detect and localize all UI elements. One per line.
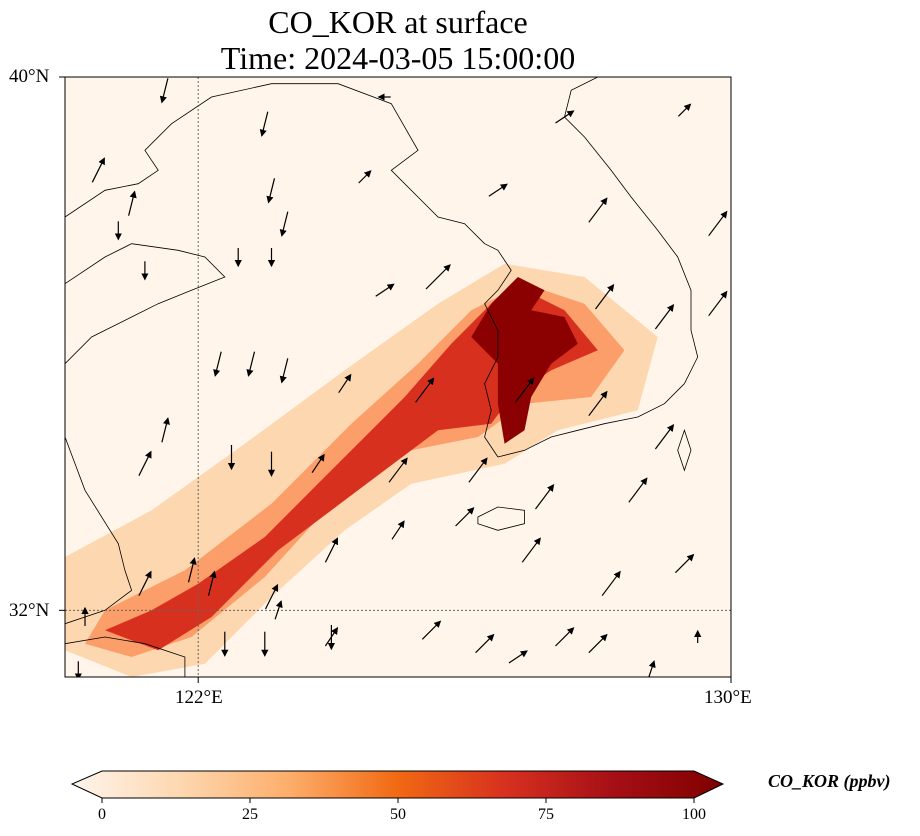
wind-arrow	[358, 170, 372, 184]
wind-vectors	[74, 78, 728, 677]
colorbar	[70, 770, 725, 803]
wind-arrow	[159, 78, 169, 104]
colorbar-tick-0: 0	[98, 806, 106, 823]
plume-very-high	[471, 277, 578, 444]
colorbar-bar	[70, 770, 725, 799]
wind-arrow	[324, 537, 338, 563]
map-frame	[64, 76, 732, 678]
colorbar-tick-75: 75	[538, 806, 554, 823]
wind-arrow	[425, 264, 451, 290]
x-tick-label-130: 130°E	[704, 687, 752, 708]
wind-arrow	[213, 351, 222, 377]
coast-yangtze	[65, 636, 186, 677]
wind-arrow	[187, 557, 197, 583]
colorbar-label: CO_KOR (ppbv)	[768, 771, 891, 791]
jeju-island	[477, 506, 525, 531]
map-title-line1: CO_KOR at surface	[268, 4, 528, 40]
wind-arrow	[415, 377, 435, 403]
wind-arrow	[677, 103, 692, 117]
wind-arrow	[279, 211, 289, 237]
coastlines	[65, 77, 699, 677]
plume-high	[105, 290, 598, 651]
map-title-line2: Time: 2024-03-05 15:00:00	[220, 40, 576, 76]
wind-arrow	[674, 553, 695, 574]
wind-arrow	[138, 450, 152, 476]
coast-korea-south	[497, 383, 685, 458]
wind-arrow	[595, 284, 615, 310]
tsushima-island	[677, 429, 692, 472]
wind-arrow	[654, 424, 675, 450]
wind-arrow	[391, 520, 405, 540]
wind-arrow	[128, 190, 137, 216]
wind-arrow	[266, 178, 276, 204]
colorbar-tick-100: 100	[682, 806, 706, 823]
wind-arrow	[588, 197, 608, 223]
wind-arrow	[628, 477, 648, 503]
wind-arrow	[311, 453, 325, 474]
wind-arrow	[488, 183, 508, 197]
wind-arrow	[138, 570, 152, 596]
wind-arrow	[535, 484, 555, 510]
wind-arrow	[588, 633, 608, 654]
coast-korea-west	[484, 243, 512, 458]
y-tick-label-32: 32°N	[9, 600, 50, 621]
wind-arrow	[708, 210, 728, 237]
wind-arrow	[508, 650, 528, 664]
wind-arrow	[259, 111, 269, 137]
wind-arrow	[161, 417, 170, 443]
x-tick-label-122: 122°E	[175, 687, 223, 708]
wind-arrow	[555, 627, 575, 647]
wind-arrow	[388, 457, 408, 483]
wind-arrow	[468, 457, 488, 483]
wind-arrow	[588, 390, 608, 417]
wind-arrow	[274, 600, 283, 620]
wind-arrow	[601, 570, 621, 597]
coast-china-north	[65, 83, 485, 244]
wind-arrow	[555, 110, 575, 124]
wind-arrow	[207, 570, 217, 596]
axis-tick-marks	[59, 76, 732, 683]
wind-arrow	[521, 537, 541, 563]
gridlines	[65, 77, 731, 677]
colorbar-tick-25: 25	[242, 806, 258, 823]
wind-arrow	[648, 660, 656, 677]
wind-arrow	[421, 620, 442, 640]
wind-arrow	[264, 583, 279, 610]
coast-korea-east	[564, 77, 699, 384]
wind-arrow	[475, 633, 495, 654]
wind-arrow	[279, 358, 289, 384]
wind-arrow	[246, 351, 256, 377]
wind-arrow	[455, 507, 475, 527]
wind-arrow	[708, 290, 728, 317]
wind-arrow	[654, 304, 675, 330]
wind-arrow	[338, 373, 352, 394]
y-tick-label-40: 40°N	[9, 66, 50, 87]
coast-shandong	[65, 243, 226, 364]
wind-arrow	[375, 283, 395, 297]
wind-arrow	[91, 157, 105, 183]
colorbar-tick-50: 50	[390, 806, 406, 823]
wind-arrow	[515, 377, 535, 403]
